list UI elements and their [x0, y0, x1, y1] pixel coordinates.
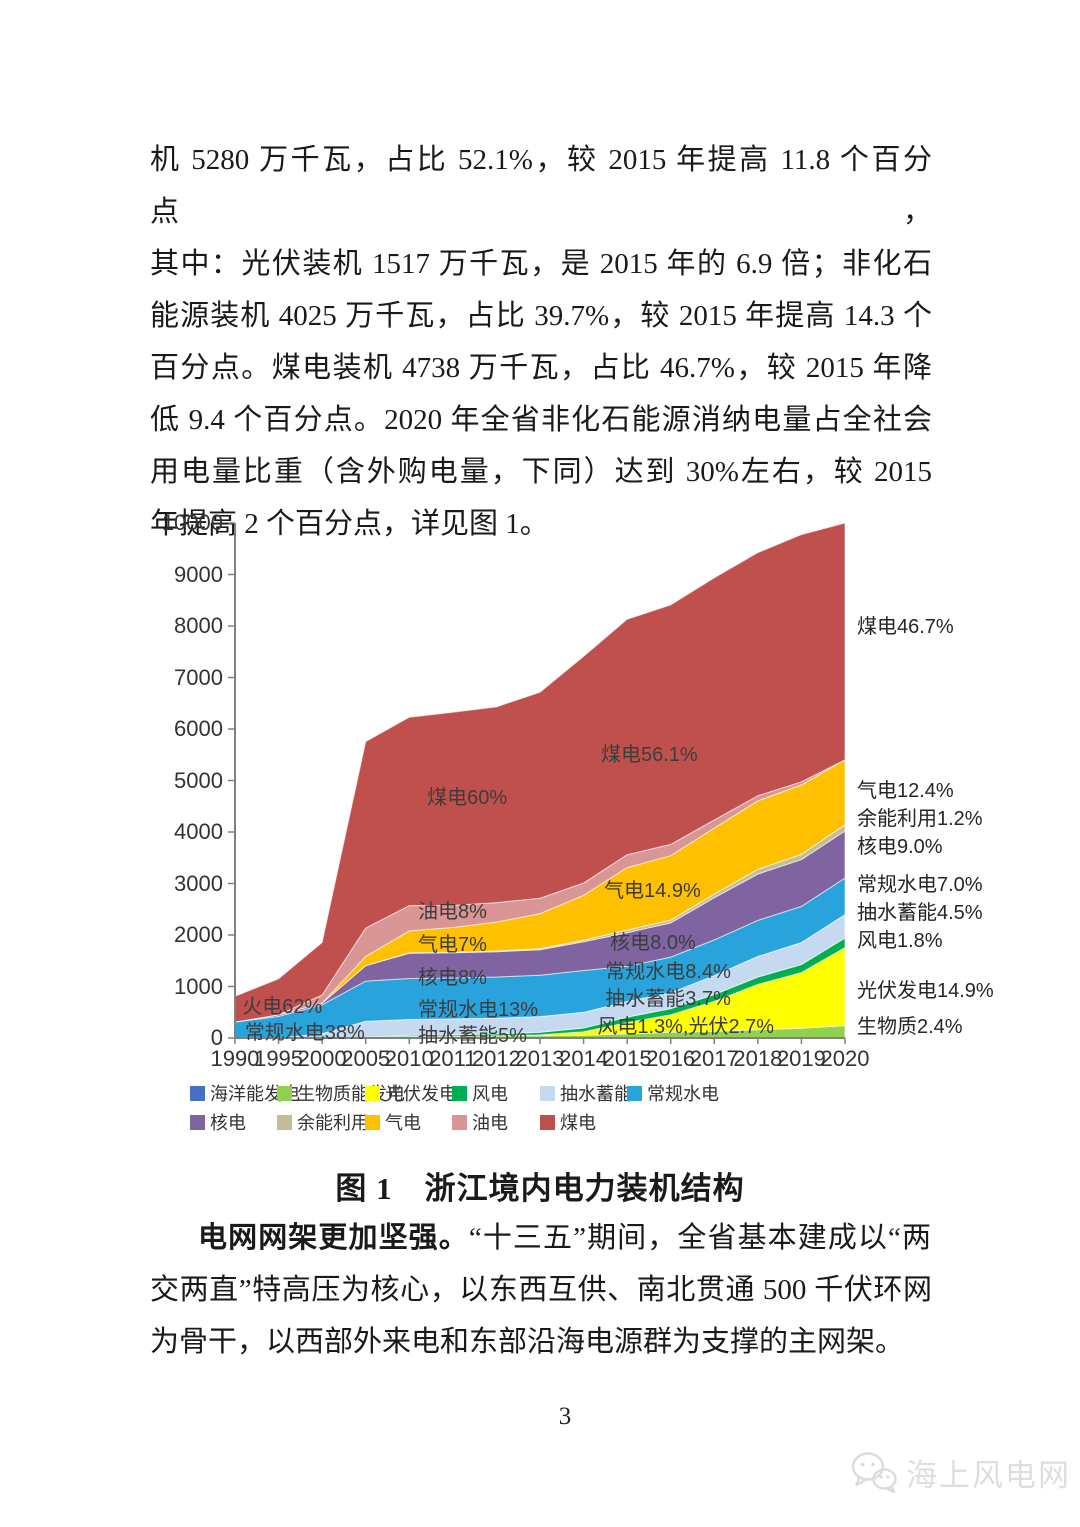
watermark-text: 海上风电网	[906, 1458, 1071, 1493]
share-label: 抽水蓄能4.5%	[857, 901, 983, 924]
capacity-stacked-area-chart: 0 1000 2000 3000 4000 5000 6000 7000 8000 9000 100…	[155, 510, 1025, 1163]
share-label: 核电9.0%	[857, 835, 943, 858]
legend-swatch	[365, 1114, 380, 1130]
legend-label: 气电	[385, 1113, 421, 1133]
x-tick-label: 2017	[689, 1046, 739, 1071]
share-label: 气电12.4%	[857, 779, 954, 802]
plot-area: 火电62% 常规水电38% 煤电60% 油电8% 气电7% 核电8% 常规水电13% 抽水蓄能…	[228, 522, 846, 1047]
text-line: 机 5280 万千瓦，占比 52.1%，较 2015 年提高 11.8 个百分点…	[150, 144, 932, 228]
text-line: 低 9.4 个百分点。2020 年全省非化石能源消纳电量占全社会	[150, 404, 932, 436]
text-line: 交两直”特高压为核心，以东西互供、南北贯通 500 千伏环网	[150, 1274, 932, 1306]
legend-label: 风电	[472, 1084, 508, 1104]
y-tick-label: 9000	[174, 561, 223, 587]
x-tick-label: 1995	[254, 1046, 304, 1071]
legend-label: 核电	[210, 1113, 246, 1133]
x-axis-tick-labels: 1990 1995 2000 2005 2010 2011 2012 2013 2014 2015…	[211, 1046, 870, 1072]
share-label: 余能利用1.2%	[857, 808, 983, 831]
x-tick-label: 2000	[297, 1046, 347, 1071]
legend-label: 油电	[472, 1113, 508, 1133]
chart-legend: 海洋能发电 生物质能发电 光伏发电 风电 抽水蓄能 常规水电 核电 余能利用 气电 油电 煤电	[155, 1081, 855, 1141]
legend-label: 煤电	[560, 1113, 596, 1133]
x-tick-label: 2015	[602, 1046, 652, 1071]
legend-item: 气电	[365, 1110, 421, 1134]
legend-item: 常规水电	[627, 1081, 719, 1105]
text-run: “十三五”期间，全省基本建成以“两	[468, 1222, 932, 1254]
share-label: 光伏发电14.9%	[857, 980, 994, 1003]
x-tick-label: 2012	[471, 1046, 521, 1071]
text-line: 年提高 2 个百分点，详见图 1。	[150, 508, 549, 540]
legend-swatch	[627, 1085, 642, 1101]
legend-swatch	[540, 1114, 555, 1130]
area-series-煤电	[234, 522, 846, 1023]
y-tick-label: 7000	[174, 664, 223, 690]
area-plot-svg	[228, 522, 846, 1044]
legend-swatch	[452, 1085, 467, 1101]
legend-item: 风电	[452, 1081, 508, 1105]
y-tick-label: 4000	[174, 819, 223, 844]
y-tick-label: 0	[210, 1025, 223, 1050]
x-tick-label: 2010	[384, 1046, 434, 1071]
paragraph-grid-network: 电网网架更加坚强。“十三五”期间，全省基本建成以“两 交两直”特高压为核心，以东…	[150, 1212, 932, 1368]
x-tick-label: 2020	[820, 1046, 870, 1071]
share-label: 生物质2.4%	[857, 1016, 963, 1039]
series-share-labels: 煤电46.7% 气电12.4% 余能利用1.2% 核电9.0% 常规水电7.0% 抽水蓄能…	[857, 523, 1025, 1038]
y-tick-label: 10000	[161, 510, 223, 535]
paragraph-capacity-stats: 机 5280 万千瓦，占比 52.1%，较 2015 年提高 11.8 个百分点…	[150, 134, 932, 550]
legend-swatch	[365, 1085, 380, 1101]
legend-label: 余能利用	[297, 1113, 369, 1133]
legend-swatch	[452, 1114, 467, 1130]
bold-lead-text: 电网网架更加坚强。	[198, 1222, 469, 1254]
text-line: 为骨干，以西部外来电和东部沿海电源群为支撑的主网架。	[150, 1326, 905, 1358]
legend-label: 常规水电	[647, 1084, 719, 1104]
x-tick-label: 2014	[559, 1046, 609, 1071]
legend-swatch	[540, 1085, 555, 1101]
figure-caption: 图 1 浙江境内电力装机结构	[335, 1171, 745, 1206]
x-tick-label: 2018	[733, 1046, 783, 1071]
x-tick-label: 2013	[515, 1046, 565, 1071]
x-tick-label: 2005	[341, 1046, 391, 1071]
legend-label: 抽水蓄能	[560, 1084, 632, 1104]
watermark: 海上风电网	[850, 1450, 1071, 1495]
x-tick-label: 1990	[210, 1046, 260, 1071]
text-line: 电网网架更加坚强。“十三五”期间，全省基本建成以“两	[150, 1212, 932, 1264]
legend-swatch	[277, 1114, 292, 1130]
legend-item: 抽水蓄能	[540, 1081, 632, 1105]
y-tick-label: 6000	[174, 716, 223, 741]
legend-item: 油电	[452, 1110, 508, 1134]
legend-item: 光伏发电	[365, 1081, 457, 1105]
y-axis-tick-labels: 0 1000 2000 3000 4000 5000 6000 7000 8000 9000 100…	[155, 510, 223, 1050]
text-line: 能源装机 4025 万千瓦，占比 39.7%，较 2015 年提高 14.3 个	[150, 300, 932, 332]
legend-swatch	[190, 1114, 205, 1130]
x-tick-label: 2019	[776, 1046, 826, 1071]
legend-swatch	[277, 1085, 292, 1101]
legend-label: 光伏发电	[385, 1084, 457, 1104]
y-tick-label: 5000	[174, 767, 223, 793]
legend-item: 核电	[190, 1110, 246, 1134]
share-label: 煤电46.7%	[857, 616, 954, 639]
legend-item: 余能利用	[277, 1110, 369, 1134]
share-label: 常规水电7.0%	[857, 874, 983, 897]
legend-item: 煤电	[540, 1110, 596, 1134]
page-number: 3	[558, 1403, 572, 1430]
text-line: 用电量比重（含外购电量，下同）达到 30%左右，较 2015	[150, 456, 932, 488]
share-label: 风电1.8%	[857, 929, 943, 952]
text-line: 百分点。煤电装机 4738 万千瓦，占比 46.7%，较 2015 年降	[150, 352, 932, 384]
y-tick-label: 1000	[174, 973, 223, 999]
x-tick-label: 2016	[646, 1046, 696, 1071]
legend-swatch	[190, 1085, 205, 1101]
y-tick-label: 8000	[174, 613, 223, 638]
x-tick-label: 2011	[429, 1046, 477, 1071]
wechat-icon	[851, 1451, 897, 1493]
y-tick-label: 3000	[174, 870, 223, 896]
text-line: 其中：光伏装机 1517 万千瓦，是 2015 年的 6.9 倍；非化石	[150, 248, 932, 280]
y-tick-label: 2000	[174, 922, 223, 947]
